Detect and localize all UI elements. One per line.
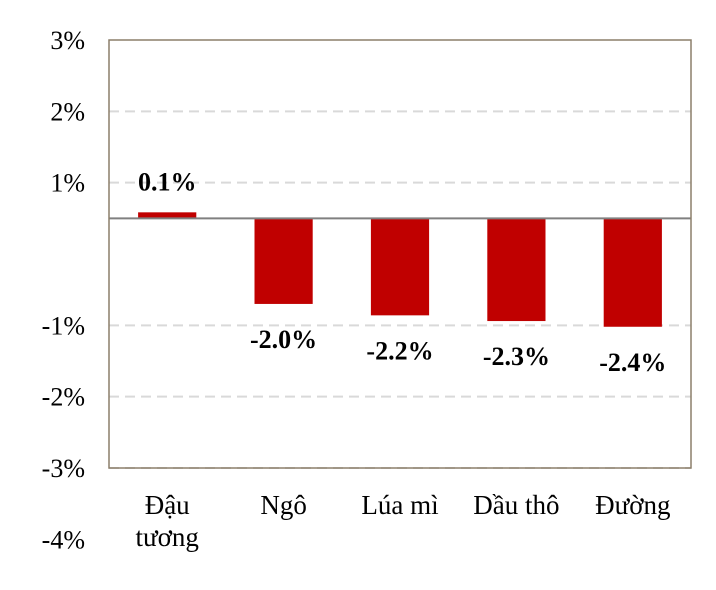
x-category-label: Đường	[595, 490, 670, 520]
bar	[254, 218, 313, 304]
y-tick-label: 3%	[50, 26, 85, 55]
y-tick-label: 2%	[50, 97, 85, 126]
x-category-label: Ngô	[260, 490, 307, 520]
y-tick-label: -4%	[42, 525, 85, 554]
data-label: -2.3%	[483, 342, 550, 371]
y-axis-tick-labels: 3% 2% 1% -1% -2% -3% -4%	[42, 26, 85, 554]
x-category-label: Dầu thô	[473, 490, 559, 520]
y-tick-label: -2%	[42, 383, 85, 412]
bar	[370, 218, 430, 316]
y-tick-label: -1%	[42, 311, 85, 340]
x-category-label: Lúa mì	[361, 490, 438, 520]
y-tick-label: 1%	[50, 169, 85, 198]
data-label: -2.4%	[599, 348, 666, 377]
data-label: 0.1%	[138, 167, 197, 196]
plot-area-frame	[108, 39, 692, 469]
data-label: -2.2%	[366, 336, 433, 365]
bar	[603, 218, 662, 327]
data-labels: 0.1% -2.0% -2.2% -2.3% -2.4%	[138, 167, 666, 376]
data-label: -2.0%	[250, 325, 317, 354]
bar	[487, 218, 546, 322]
bars	[138, 212, 662, 327]
bar	[138, 212, 197, 219]
x-category-label: tương	[135, 522, 198, 552]
y-tick-label: -3%	[42, 454, 85, 483]
x-category-label: Đậu	[145, 490, 190, 520]
